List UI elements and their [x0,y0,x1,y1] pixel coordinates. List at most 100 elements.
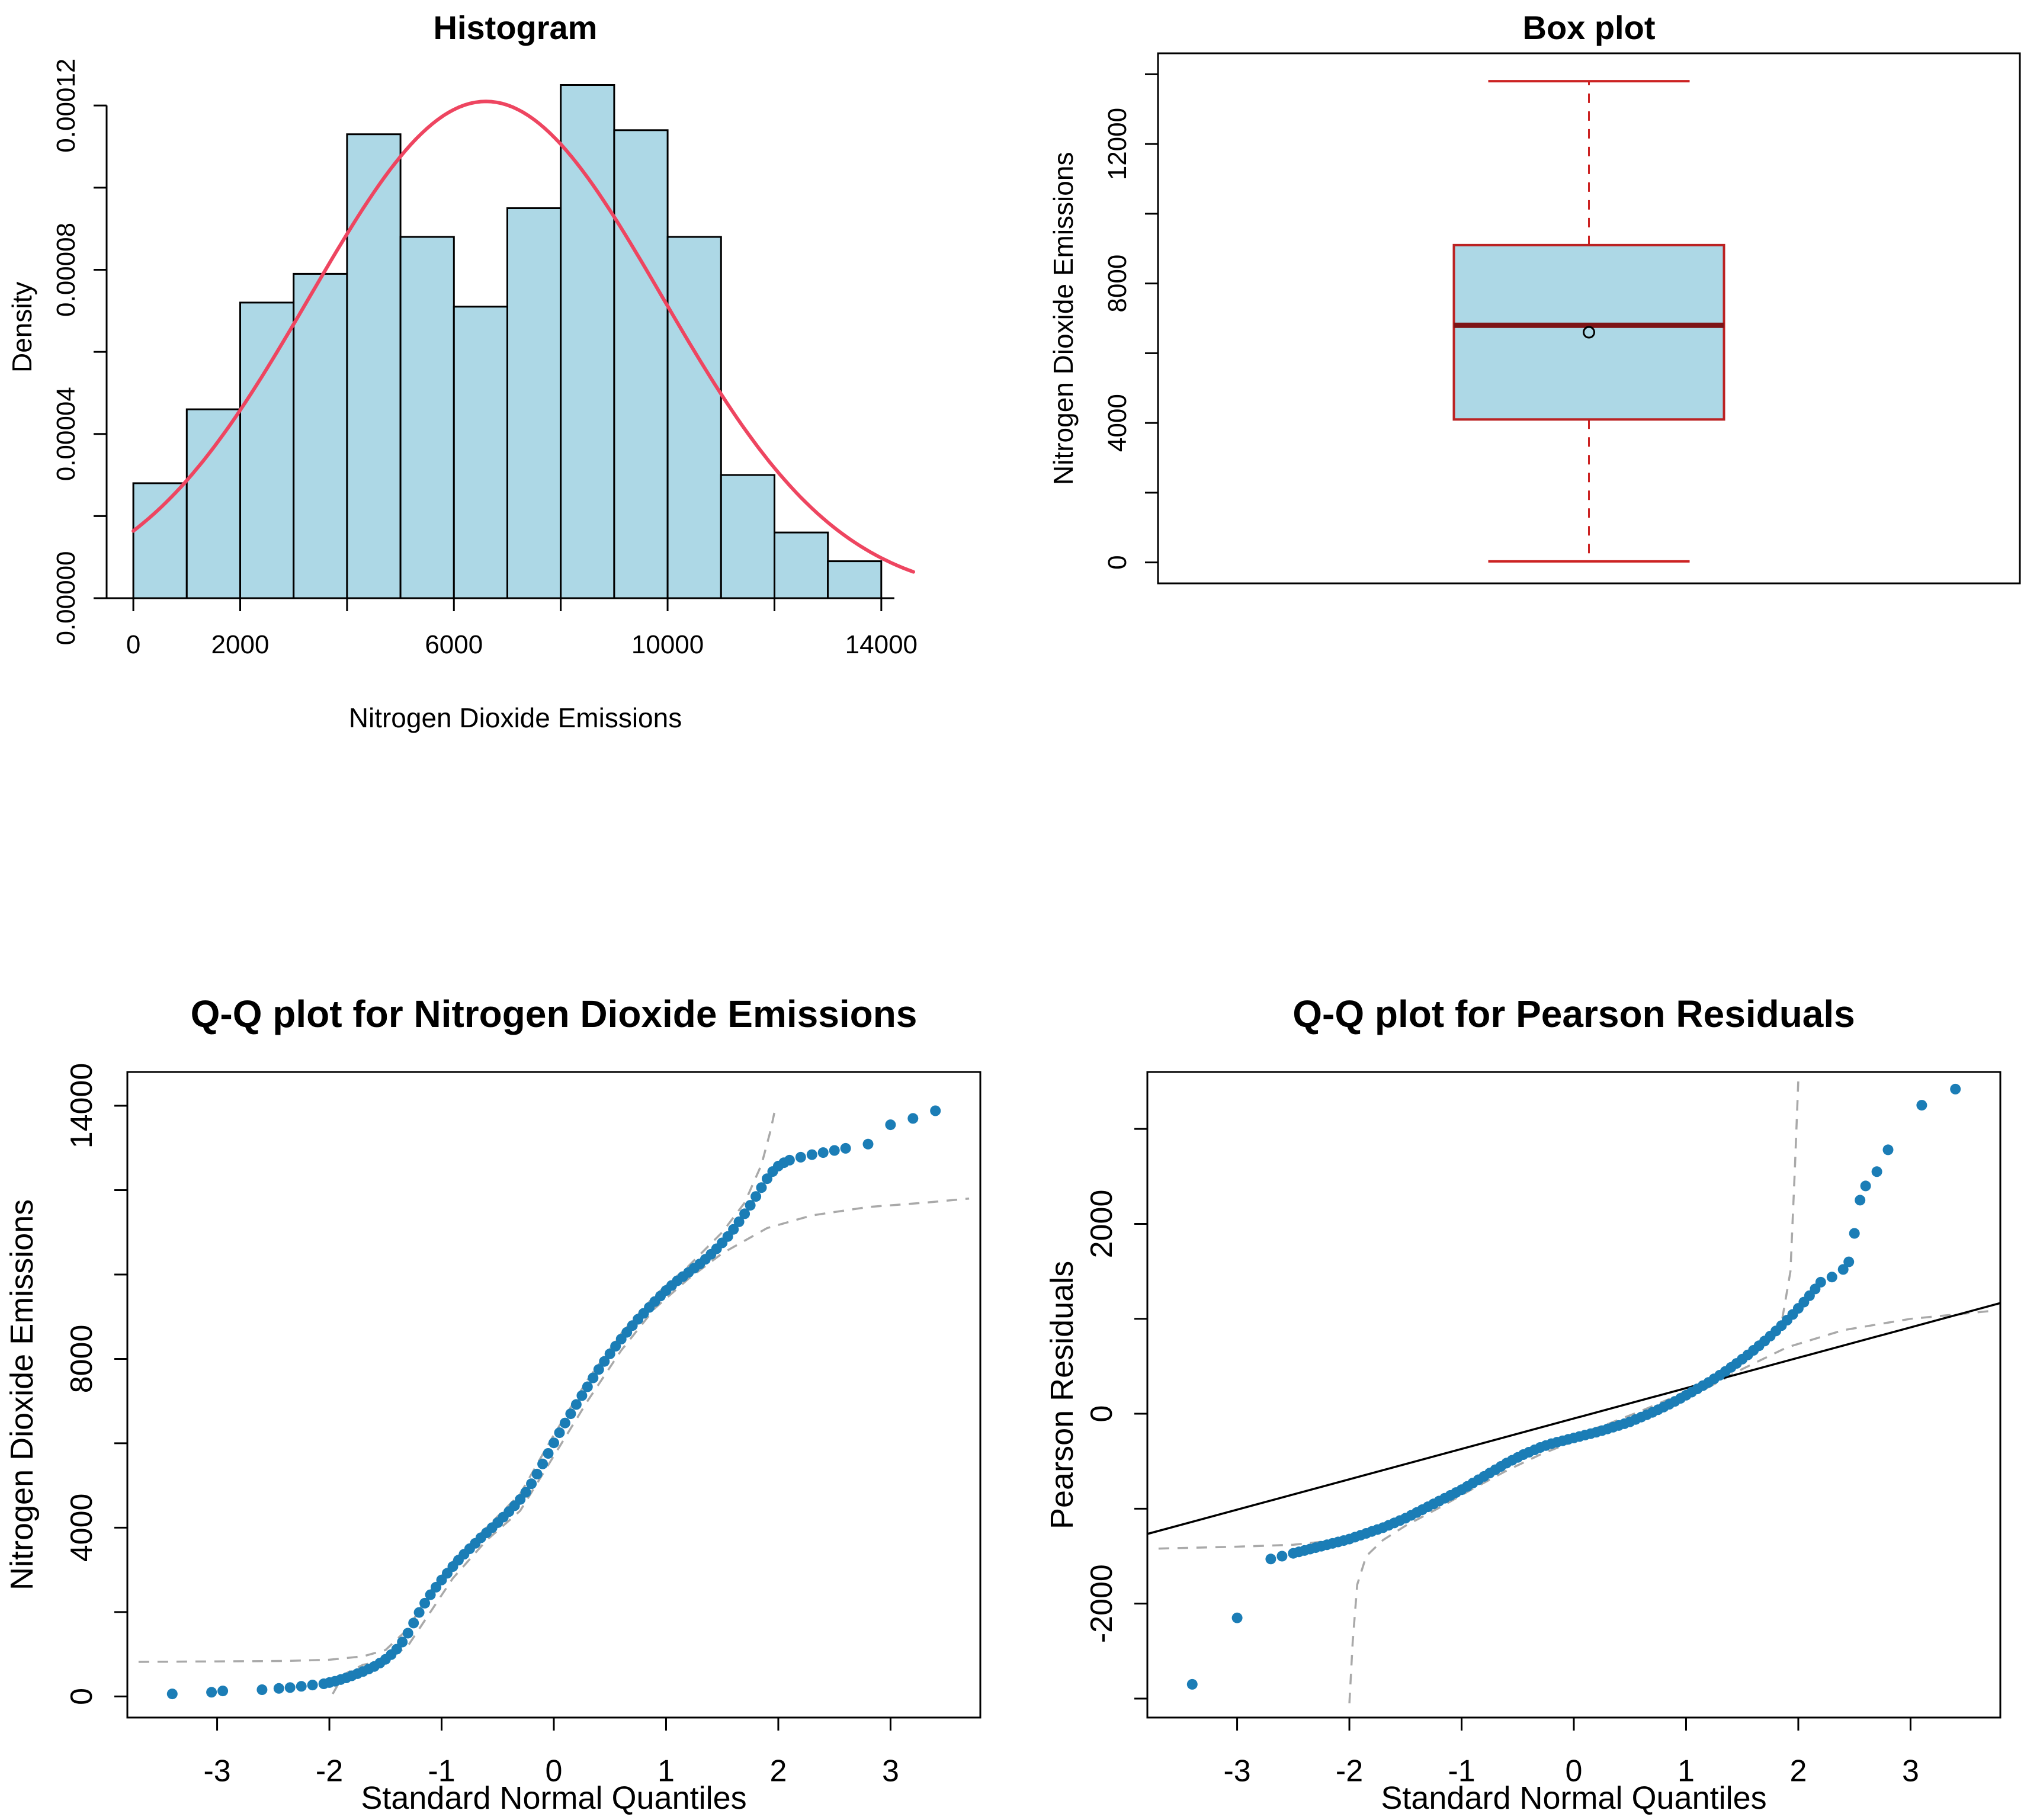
qq-point [739,1208,750,1219]
y-tick-label: 4000 [65,1494,99,1562]
boxplot-title: Box plot [1522,9,1656,46]
x-tick-label: 0 [1566,1754,1583,1789]
plot-frame [1157,52,2021,585]
qq-point [391,1644,402,1655]
qq-point [565,1408,576,1420]
qq-point [531,1468,543,1479]
histogram-bar [827,560,883,599]
x-tick-label: -1 [1448,1754,1475,1789]
histogram-bar [132,482,188,599]
qq-point [526,1478,537,1490]
plot-frame [126,1071,981,1719]
qq-point [1826,1272,1837,1283]
qq-point [520,1487,531,1498]
qq-point [930,1105,941,1116]
y-tick-label: -2000 [1085,1564,1119,1643]
qq-point [1815,1276,1826,1288]
histogram-bar [293,272,348,599]
qq-point [885,1119,896,1131]
qq-point [559,1417,570,1429]
qq-point [206,1687,217,1698]
qq-emissions-title: Q-Q plot for Nitrogen Dioxide Emissions [190,993,918,1035]
qq-emissions-plot: -3 -2 -1 0 1 2 3 0 4000 8000 14000 [65,1063,981,1789]
y-tick-label: 0.00012 [52,59,81,153]
qq-point [1843,1256,1855,1267]
qq-point [419,1597,431,1609]
qq-emissions-x-axis-label: Standard Normal Quantiles [361,1780,747,1816]
qq-point [610,1341,621,1352]
qq-points [166,1105,941,1700]
qq-point [402,1628,413,1639]
qq-point [554,1427,565,1439]
y-tick-label: 0 [1103,555,1132,569]
qq-point [1855,1195,1866,1206]
qq-point [795,1151,806,1163]
x-tick-label: 2000 [211,630,270,659]
histogram-bar [453,306,508,599]
qq-point [217,1686,229,1697]
x-tick-label: -2 [316,1754,343,1789]
x-tick-label: 0 [546,1754,563,1789]
lower-confidence-band [1348,1310,1990,1704]
normal-density-curve [131,99,915,574]
qq-point [750,1191,762,1202]
qq-point [570,1399,582,1410]
qq-point [408,1617,419,1629]
x-tick-label: 14000 [845,630,918,659]
qq-residuals-panel: Q-Q plot for Pearson Residuals Pearson R… [1020,841,2040,1820]
x-tick-label: -3 [1223,1754,1250,1789]
qq-point [1882,1144,1894,1155]
qq-point [840,1142,851,1154]
qq-point [817,1147,829,1158]
qq-point [1950,1083,1961,1094]
qq-point [515,1494,526,1505]
qq-point [1837,1264,1849,1275]
qq-point [576,1390,588,1401]
x-tick-label: -3 [203,1754,230,1789]
x-tick-label: 10000 [631,630,704,659]
y-tick-label: 0.00000 [52,551,81,645]
iqr-box [1452,243,1725,421]
qq-content [138,1105,970,1700]
axes: 0 2000 6000 10000 14000 0.00000 0.00004 0.00008… [52,59,918,660]
qq-point [582,1381,593,1392]
qq-point [722,1231,733,1242]
axes: -3 -2 -1 0 1 2 3 0 4000 8000 14000 [65,1063,981,1789]
qq-point [425,1589,436,1600]
histogram-plot: 0 2000 6000 10000 14000 0.00000 0.00004 0.00008… [52,59,918,660]
histogram-bar [720,474,776,599]
qq-point [862,1138,874,1150]
lower-confidence-band [332,1197,970,1694]
qq-point [762,1173,772,1185]
boxplot-panel: Box plot Nitrogen Dioxide Emissions 0 400… [1020,0,2040,841]
qq-point [756,1182,767,1193]
qq-point [1186,1678,1198,1690]
histogram-x-axis-label: Nitrogen Dioxide Emissions [348,702,682,733]
x-tick-label: 1 [1677,1754,1695,1789]
qq-point [745,1200,756,1211]
qq-emissions-panel: Q-Q plot for Nitrogen Dioxide Emissions … [0,841,1020,1820]
axes: 0 4000 8000 12000 [1103,52,2021,585]
x-tick-label: -2 [1336,1754,1363,1789]
x-tick-label: 2 [1789,1754,1807,1789]
x-tick-label: 3 [882,1754,899,1789]
qq-point [166,1689,178,1700]
qq-point [431,1581,442,1593]
y-tick-label: 12000 [1103,108,1132,180]
qq-point [549,1437,559,1449]
histogram-panel: Histogram Density 0 2000 6000 10000 14000 0.0… [0,0,1020,841]
qq-point [907,1113,919,1124]
histogram-bars [132,84,883,599]
qq-point [1849,1228,1860,1239]
qq-point [1860,1180,1871,1192]
qq-point [1231,1612,1243,1623]
qq-point [413,1607,425,1618]
histogram-bar [506,207,562,599]
x-tick-label: 0 [126,630,140,659]
qq-point [273,1683,284,1694]
qq-point [397,1636,408,1648]
qq-point [1265,1553,1276,1565]
x-tick-label: 1 [657,1754,675,1789]
qq-point [784,1154,795,1166]
qq-residuals-plot: -3 -2 -1 0 1 2 3 -2000 0 2000 [1085,1071,2001,1789]
